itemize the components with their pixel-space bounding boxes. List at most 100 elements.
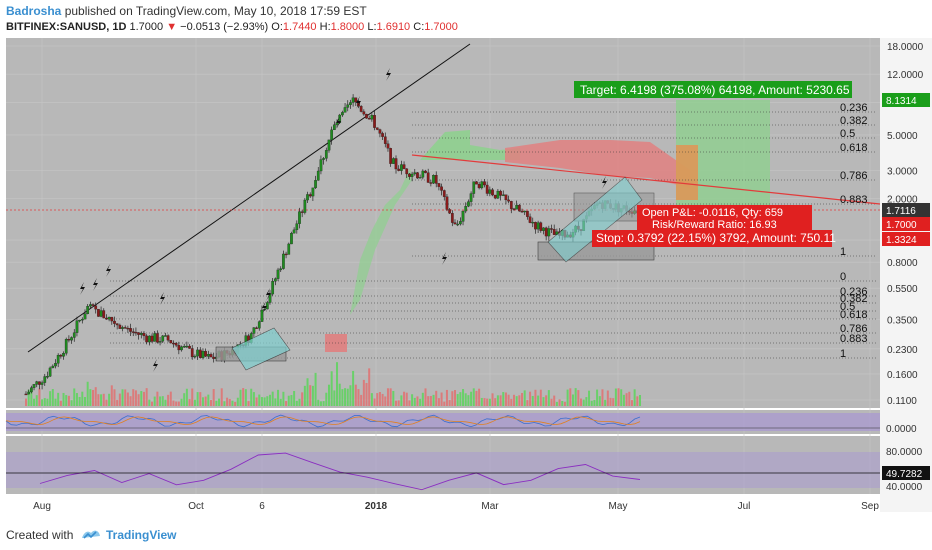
volume-bar — [507, 394, 510, 406]
time-tick-label: Jul — [738, 501, 751, 512]
volume-bar — [397, 400, 400, 406]
candle — [164, 332, 167, 337]
volume-bar — [515, 396, 518, 406]
channel-1[interactable] — [231, 327, 291, 371]
symbol-label[interactable]: BITFINEX:SANUSD, 1D — [6, 21, 127, 33]
candle — [158, 337, 162, 346]
target-label: Target: 6.4198 (375.08%) 64198, Amount: … — [574, 81, 852, 98]
candle — [402, 161, 406, 170]
volume-bar — [142, 391, 145, 406]
volume-bar — [395, 400, 398, 406]
volume-bar — [459, 392, 462, 406]
volume-bar — [236, 397, 239, 406]
volume-bar — [462, 389, 465, 406]
candle — [255, 326, 258, 329]
close-label: C: — [413, 21, 425, 33]
candle — [483, 178, 486, 188]
author-link[interactable]: Badrosha — [6, 4, 62, 18]
volume-bar — [244, 389, 247, 406]
volume-bar — [220, 388, 223, 406]
candle — [370, 113, 374, 122]
ascending-trendline[interactable] — [27, 43, 471, 353]
volume-bar — [529, 391, 532, 406]
volume-bar — [445, 389, 448, 406]
volume-bar — [314, 372, 317, 406]
candle — [287, 242, 291, 255]
candle — [75, 316, 79, 337]
volume-bar — [242, 388, 245, 406]
volume-bar — [218, 398, 221, 406]
candle — [206, 350, 210, 359]
open-value: 1.7440 — [282, 21, 317, 33]
volume-bar — [625, 393, 628, 406]
candle — [319, 155, 323, 175]
volume-bar — [604, 399, 607, 406]
volume-bar — [260, 397, 263, 406]
volume-bar — [177, 401, 180, 406]
fib-label-upper: 0.786 — [840, 170, 868, 182]
volume-bar — [282, 391, 285, 406]
volume-bar — [62, 392, 65, 406]
volume-bar — [306, 378, 309, 406]
volume-bar — [43, 398, 46, 406]
price-change: −0.0513 (−2.93%) — [180, 21, 269, 33]
candle — [517, 203, 521, 212]
price-badge-current: 1.7116 — [882, 203, 930, 217]
candle — [330, 126, 334, 145]
candle — [499, 189, 502, 201]
volume-bar — [424, 388, 427, 406]
volume-bar — [49, 391, 52, 406]
fib-label-upper: 1 — [840, 246, 846, 258]
volume-bar — [161, 396, 164, 406]
volume-bar — [83, 396, 86, 406]
descending-trendline[interactable] — [411, 154, 881, 205]
volume-bar — [470, 391, 473, 406]
candle — [145, 334, 149, 345]
published-text: published on TradingView.com, May 10, 20… — [64, 4, 367, 18]
time-tick-label: Sep — [861, 501, 879, 512]
candle — [515, 200, 519, 210]
volume-bar — [614, 388, 617, 406]
time-tick-label: Oct — [188, 501, 204, 512]
volume-bar — [413, 397, 416, 406]
volume-bar — [585, 397, 588, 406]
svg-text:49.7282: 49.7282 — [886, 469, 923, 480]
volume-bar — [105, 399, 108, 406]
volume-bar — [421, 392, 424, 406]
volume-bar — [512, 394, 515, 406]
candle — [448, 208, 451, 214]
volume-bar — [266, 396, 269, 406]
volume-bar — [140, 391, 143, 406]
volume-bar — [432, 394, 435, 406]
candle — [290, 231, 293, 245]
channel-2[interactable] — [547, 176, 643, 263]
volume-bar — [537, 395, 540, 406]
candle — [303, 198, 307, 215]
candle — [450, 210, 454, 227]
candle — [464, 202, 468, 214]
chart-canvas[interactable]: Target: 6.4198 (375.08%) 64198, Amount: … — [0, 0, 932, 520]
candle — [180, 345, 183, 352]
high-value: 1.8000 — [330, 21, 365, 33]
candle — [424, 169, 427, 174]
volume-bar — [258, 394, 261, 406]
candle — [523, 210, 527, 216]
volume-bar — [196, 392, 199, 406]
volume-bar — [183, 393, 186, 406]
volume-bar — [277, 389, 280, 406]
volume-bar — [467, 395, 470, 406]
cloud-green-lower — [350, 168, 412, 315]
candle — [332, 121, 336, 131]
candle — [94, 302, 98, 314]
volume-bar — [499, 395, 502, 406]
tradingview-brand[interactable]: TradingView — [106, 528, 177, 542]
volume-bar — [54, 398, 57, 406]
volume-bar — [212, 389, 215, 406]
candle — [354, 97, 358, 106]
price-tick-label: 18.0000 — [887, 42, 924, 53]
volume-bar — [376, 393, 379, 406]
candle — [265, 300, 269, 310]
volume-bar — [325, 392, 328, 406]
volume-bar — [290, 395, 293, 406]
candle — [147, 335, 151, 346]
